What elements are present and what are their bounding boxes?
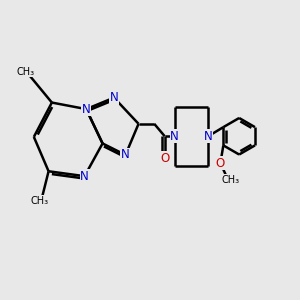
Text: N: N <box>170 130 179 143</box>
Text: N: N <box>121 148 130 161</box>
Text: O: O <box>160 152 169 165</box>
Text: CH₃: CH₃ <box>17 67 35 77</box>
Text: N: N <box>110 91 118 104</box>
Text: O: O <box>216 157 225 169</box>
Text: N: N <box>80 170 89 183</box>
Text: CH₃: CH₃ <box>221 175 239 185</box>
Text: N: N <box>204 130 213 143</box>
Text: N: N <box>82 103 91 116</box>
Text: CH₃: CH₃ <box>30 196 48 206</box>
